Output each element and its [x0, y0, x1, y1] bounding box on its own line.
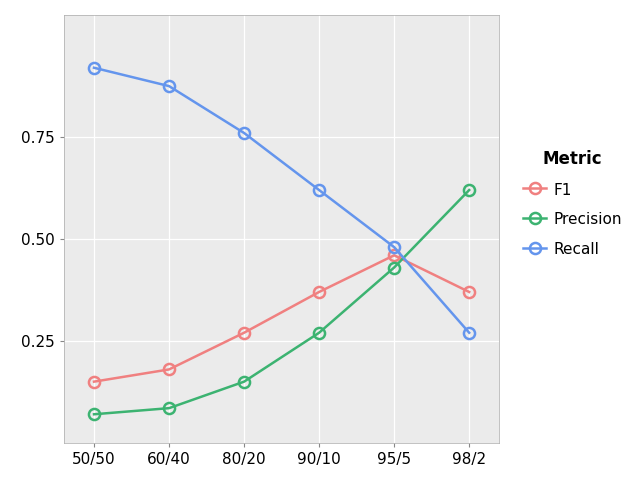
Recall — [316, 187, 323, 193]
F1 — [165, 367, 173, 372]
F1 — [390, 252, 398, 258]
Recall — [165, 83, 173, 89]
Legend: F1, Precision, Recall: F1, Precision, Recall — [516, 142, 630, 265]
Line: Recall: Recall — [88, 62, 475, 338]
Precision — [390, 265, 398, 271]
Line: F1: F1 — [88, 250, 475, 387]
Precision — [316, 330, 323, 336]
Precision — [465, 187, 473, 193]
Recall — [465, 330, 473, 336]
Line: Precision: Precision — [88, 184, 475, 420]
Precision — [240, 379, 248, 385]
Precision — [90, 411, 98, 417]
F1 — [240, 330, 248, 336]
Recall — [90, 65, 98, 71]
F1 — [90, 379, 98, 385]
Recall — [240, 130, 248, 136]
Precision — [165, 405, 173, 411]
F1 — [465, 289, 473, 295]
Recall — [390, 244, 398, 250]
F1 — [316, 289, 323, 295]
